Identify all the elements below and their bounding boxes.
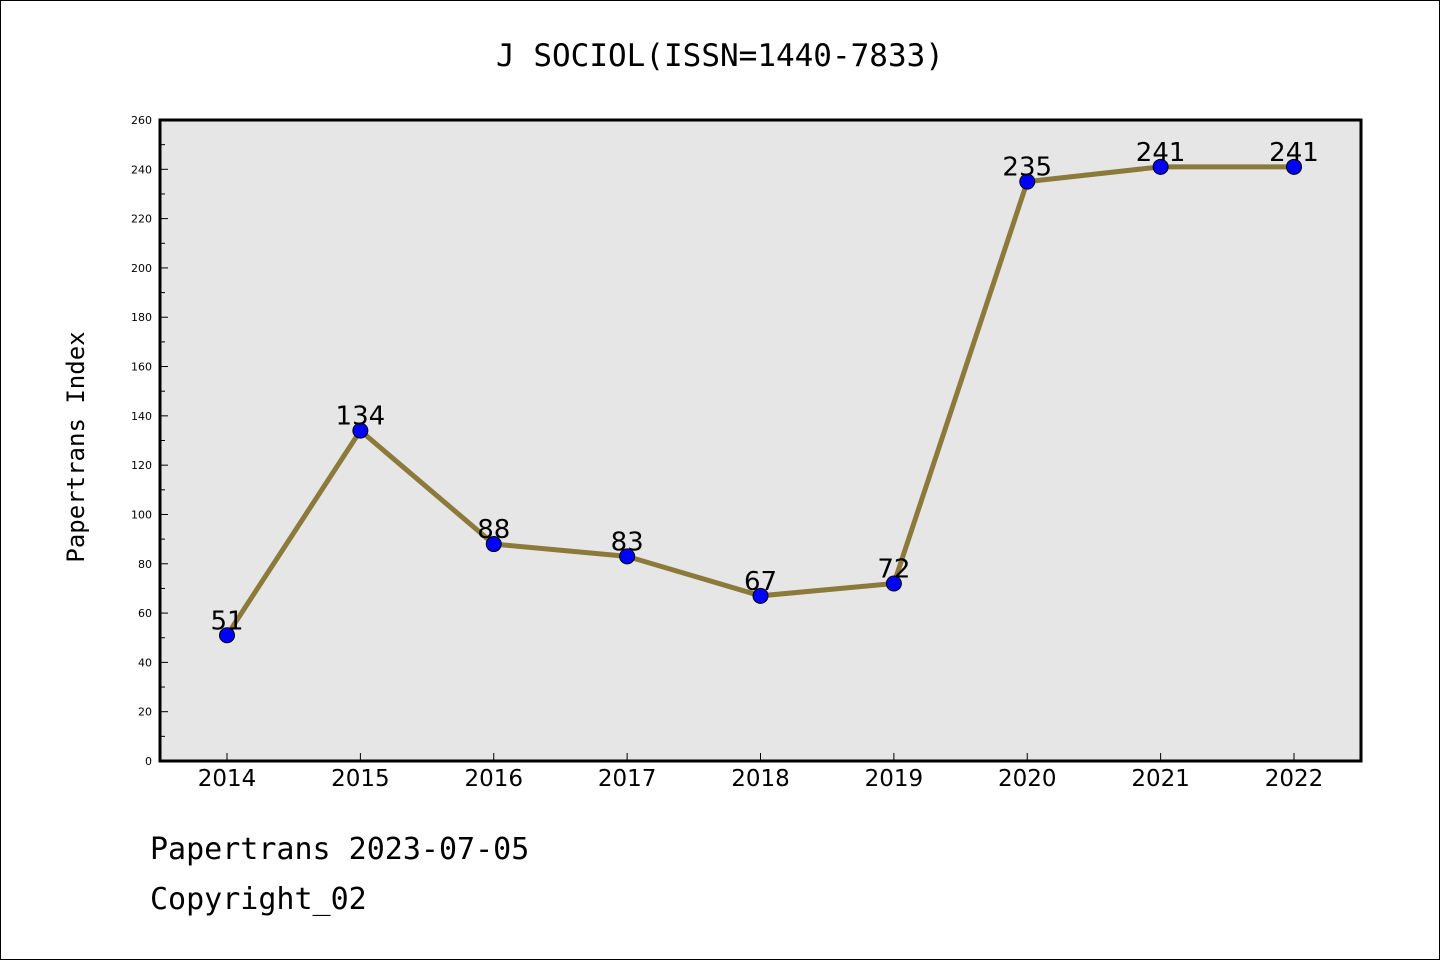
footer-copyright: Copyright_02 [150,882,367,917]
data-point-marker [1019,173,1036,190]
data-label: 241 [1136,138,1186,168]
data-label: 67 [744,567,777,597]
y-tick-label: 100 [131,508,152,521]
y-axis-label: Papertrans Index [62,331,90,562]
data-label: 83 [611,527,644,557]
data-label: 72 [877,554,910,584]
data-label: 88 [477,515,510,545]
y-tick-label: 140 [131,410,152,423]
x-tick-label: 2020 [998,766,1057,792]
data-label: 51 [210,606,243,636]
data-label: 241 [1269,138,1319,168]
data-point-marker [1286,158,1302,175]
x-tick-label: 2014 [198,766,257,792]
series-line-group: 51 134 88 83 67 72 235 241 241 [210,138,1319,644]
x-tick-label: 2021 [1131,766,1190,792]
y-tick-label: 0 [145,755,152,768]
x-tick-label: 2016 [464,766,523,792]
y-axis: 0 20 40 60 80 100 120 140 160 180 200 220 240 260 [131,114,168,768]
plot-area [160,120,1361,761]
y-tick-label: 60 [138,607,152,620]
y-tick-label: 220 [131,213,152,226]
y-tick-label: 80 [138,558,152,571]
footer-date: Papertrans 2023-07-05 [150,832,530,867]
chart-title: J SOCIOL(ISSN=1440-7833) [496,38,944,74]
y-tick-label: 120 [131,459,152,472]
x-tick-label: 2017 [598,766,657,792]
x-tick-label: 2019 [865,766,924,792]
data-point-marker [885,575,902,592]
data-point-marker [619,548,636,565]
x-tick-label: 2022 [1265,766,1324,792]
y-tick-label: 240 [131,163,152,176]
data-point-marker [485,536,502,553]
data-point-marker [219,627,235,644]
y-tick-label: 40 [138,656,152,669]
data-point-marker [1152,158,1169,175]
y-tick-label: 260 [131,114,152,127]
plot-border [158,118,1363,763]
data-point-marker [352,422,369,439]
y-tick-label: 200 [131,262,152,275]
x-tick-label: 2018 [731,766,790,792]
x-tick-label: 2015 [331,766,390,792]
data-label: 235 [1002,153,1052,183]
y-tick-label: 180 [131,311,152,324]
data-label: 134 [336,402,386,432]
x-axis: 2014 2015 2016 2017 2018 2019 2020 2021 2022 [198,753,1324,792]
data-point-marker [752,587,769,604]
y-tick-label: 20 [138,706,152,719]
y-tick-label: 160 [131,361,152,374]
